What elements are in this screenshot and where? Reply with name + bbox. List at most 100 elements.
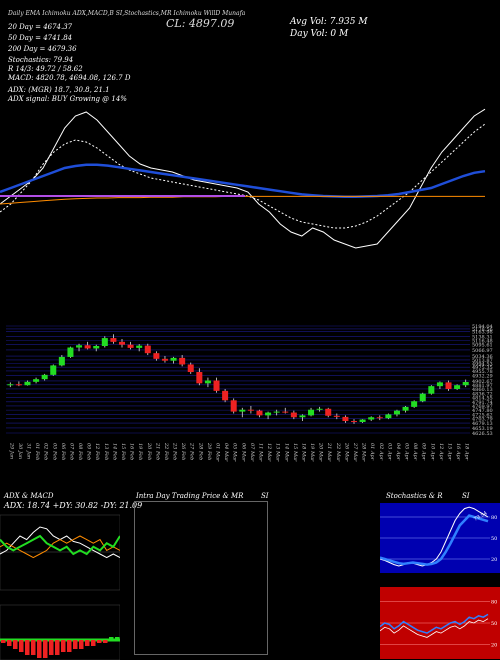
x-tick-label: 01 Apr (369, 443, 375, 461)
x-tick-label: 09 Feb (86, 443, 92, 460)
macd-hist-bar (85, 640, 90, 646)
candle-body (110, 338, 117, 342)
y-tick-label: 4626.53 (472, 431, 493, 437)
candle-body (419, 393, 426, 402)
macd-hist-bar (79, 640, 84, 649)
top-strip: Daily EMA Ichimoku ADX,MACD,B SI,Stochas… (8, 10, 246, 17)
avg-vol-label: Avg Vol: 7.935 M (290, 17, 368, 27)
x-tick-label: 28 Mar (361, 442, 367, 462)
candle-body (33, 379, 40, 382)
macd-hist-bar (7, 640, 12, 646)
y-tick-label: 5138.31 (472, 335, 493, 341)
r-tick-label: 50 (491, 621, 497, 627)
x-tick-label: 14 Feb (111, 443, 117, 460)
adx-line-label: ADX: (MGR) 18.7, 30.8, 21.1 (8, 86, 110, 94)
x-tick-label: 05 Feb (51, 443, 57, 460)
candle-body (239, 409, 246, 412)
candle-body (144, 345, 151, 354)
stoch-tick-label: 80 (491, 515, 497, 521)
ema200-label: 200 Day = 4679.36 (8, 45, 77, 53)
minus-di-line (0, 535, 120, 559)
x-tick-label: 05 Mar (232, 443, 238, 462)
candle-body (411, 401, 418, 407)
x-tick-label: 30 Jan (17, 443, 23, 459)
x-tick-label: 14 Mar (283, 443, 289, 462)
macd-hist-bar (13, 640, 18, 649)
y-tick-label: 5013.87 (472, 358, 493, 364)
x-tick-label: 20 Feb (146, 442, 152, 460)
ema20-line (0, 123, 486, 229)
adx-macd-subtitle: ADX: 18.74 +DY: 30.82 -DY: 21.09 (4, 501, 143, 510)
candle-body (385, 414, 392, 419)
x-tick-label: 20 Mar (318, 442, 324, 462)
stochastics-title-right: SI (462, 492, 470, 500)
y-tick-label: 4747.80 (472, 408, 493, 414)
candle-body (41, 374, 48, 380)
candle-body (187, 364, 194, 373)
y-tick-label: 4994.53 (472, 362, 493, 368)
y-tick-label: 4653.19 (472, 426, 493, 432)
intraday-title: Intra Day Trading Price & MR (136, 492, 244, 500)
stoch-d-line (380, 514, 489, 566)
candlestick-chart: 5194.045178.565163.985138.315116.485095.… (6, 324, 493, 462)
candle-body (359, 419, 366, 422)
macd-hist-bar (49, 640, 54, 655)
macd-hist-bar (1, 640, 6, 643)
adx-frame (0, 514, 120, 591)
x-tick-label: 13 Mar (275, 443, 281, 462)
x-tick-label: 22 Feb (163, 442, 169, 460)
r-tick-label: 80 (491, 599, 497, 605)
r-white-line (380, 618, 489, 638)
y-tick-label: 5163.98 (472, 330, 493, 336)
candle-body (50, 365, 57, 375)
stoch-tick-label: 20 (491, 557, 497, 563)
candle-body (230, 400, 237, 412)
candle-body (153, 353, 160, 359)
ema20-label: 20 Day = 4674.37 (8, 23, 73, 31)
x-tick-label: 13 Feb (103, 443, 109, 460)
macd-hist-bar (67, 640, 72, 652)
candle-body (7, 384, 14, 386)
x-tick-label: 22 Mar (335, 442, 341, 462)
candle-body (342, 416, 349, 422)
candle-body (161, 358, 168, 361)
candle-body (67, 347, 74, 357)
candle-body (428, 386, 435, 394)
candle-body (325, 408, 332, 416)
candle-body (402, 406, 409, 411)
macd-hist-bar (31, 640, 36, 655)
candle-body (376, 417, 383, 419)
candle-body (93, 346, 100, 349)
x-tick-label: 21 Mar (326, 442, 332, 462)
candle-body (213, 380, 220, 391)
x-tick-label: 26 Mar (343, 442, 349, 462)
macd-hist-bar (115, 637, 120, 640)
ema50-line (0, 163, 486, 199)
candle-body (462, 382, 469, 386)
macd-hist-bar (19, 640, 24, 652)
y-tick-label: 4814.55 (472, 396, 493, 402)
x-tick-label: 23 Feb (172, 442, 178, 460)
candle-body (316, 408, 323, 410)
y-tick-label: 4902.67 (472, 379, 493, 385)
macd-hist-bar (103, 640, 108, 643)
candle-body (76, 345, 83, 348)
macd-frame (0, 604, 120, 660)
x-tick-label: 28 Feb (197, 442, 203, 460)
y-tick-label: 4955.78 (472, 369, 493, 375)
y-tick-label: 4881.97 (472, 383, 493, 389)
adx-line (0, 534, 120, 556)
x-tick-label: 03 Apr (386, 443, 392, 461)
x-tick-label: 07 Feb (68, 443, 74, 460)
x-tick-label: 31 Jan (25, 443, 31, 459)
candle-body (393, 410, 400, 415)
macd-hist-bar (91, 640, 96, 646)
x-tick-label: 05 Apr (404, 443, 410, 461)
candle-body (265, 412, 272, 416)
adx-macd-title: ADX & MACD (4, 492, 54, 500)
stoch-r-label: R 14/3: 49.72 / 58.62 (8, 65, 83, 73)
x-tick-label: 02 Feb (43, 443, 49, 460)
x-tick-label: 09 Apr (421, 443, 427, 461)
x-tick-label: 15 Mar (292, 443, 298, 462)
